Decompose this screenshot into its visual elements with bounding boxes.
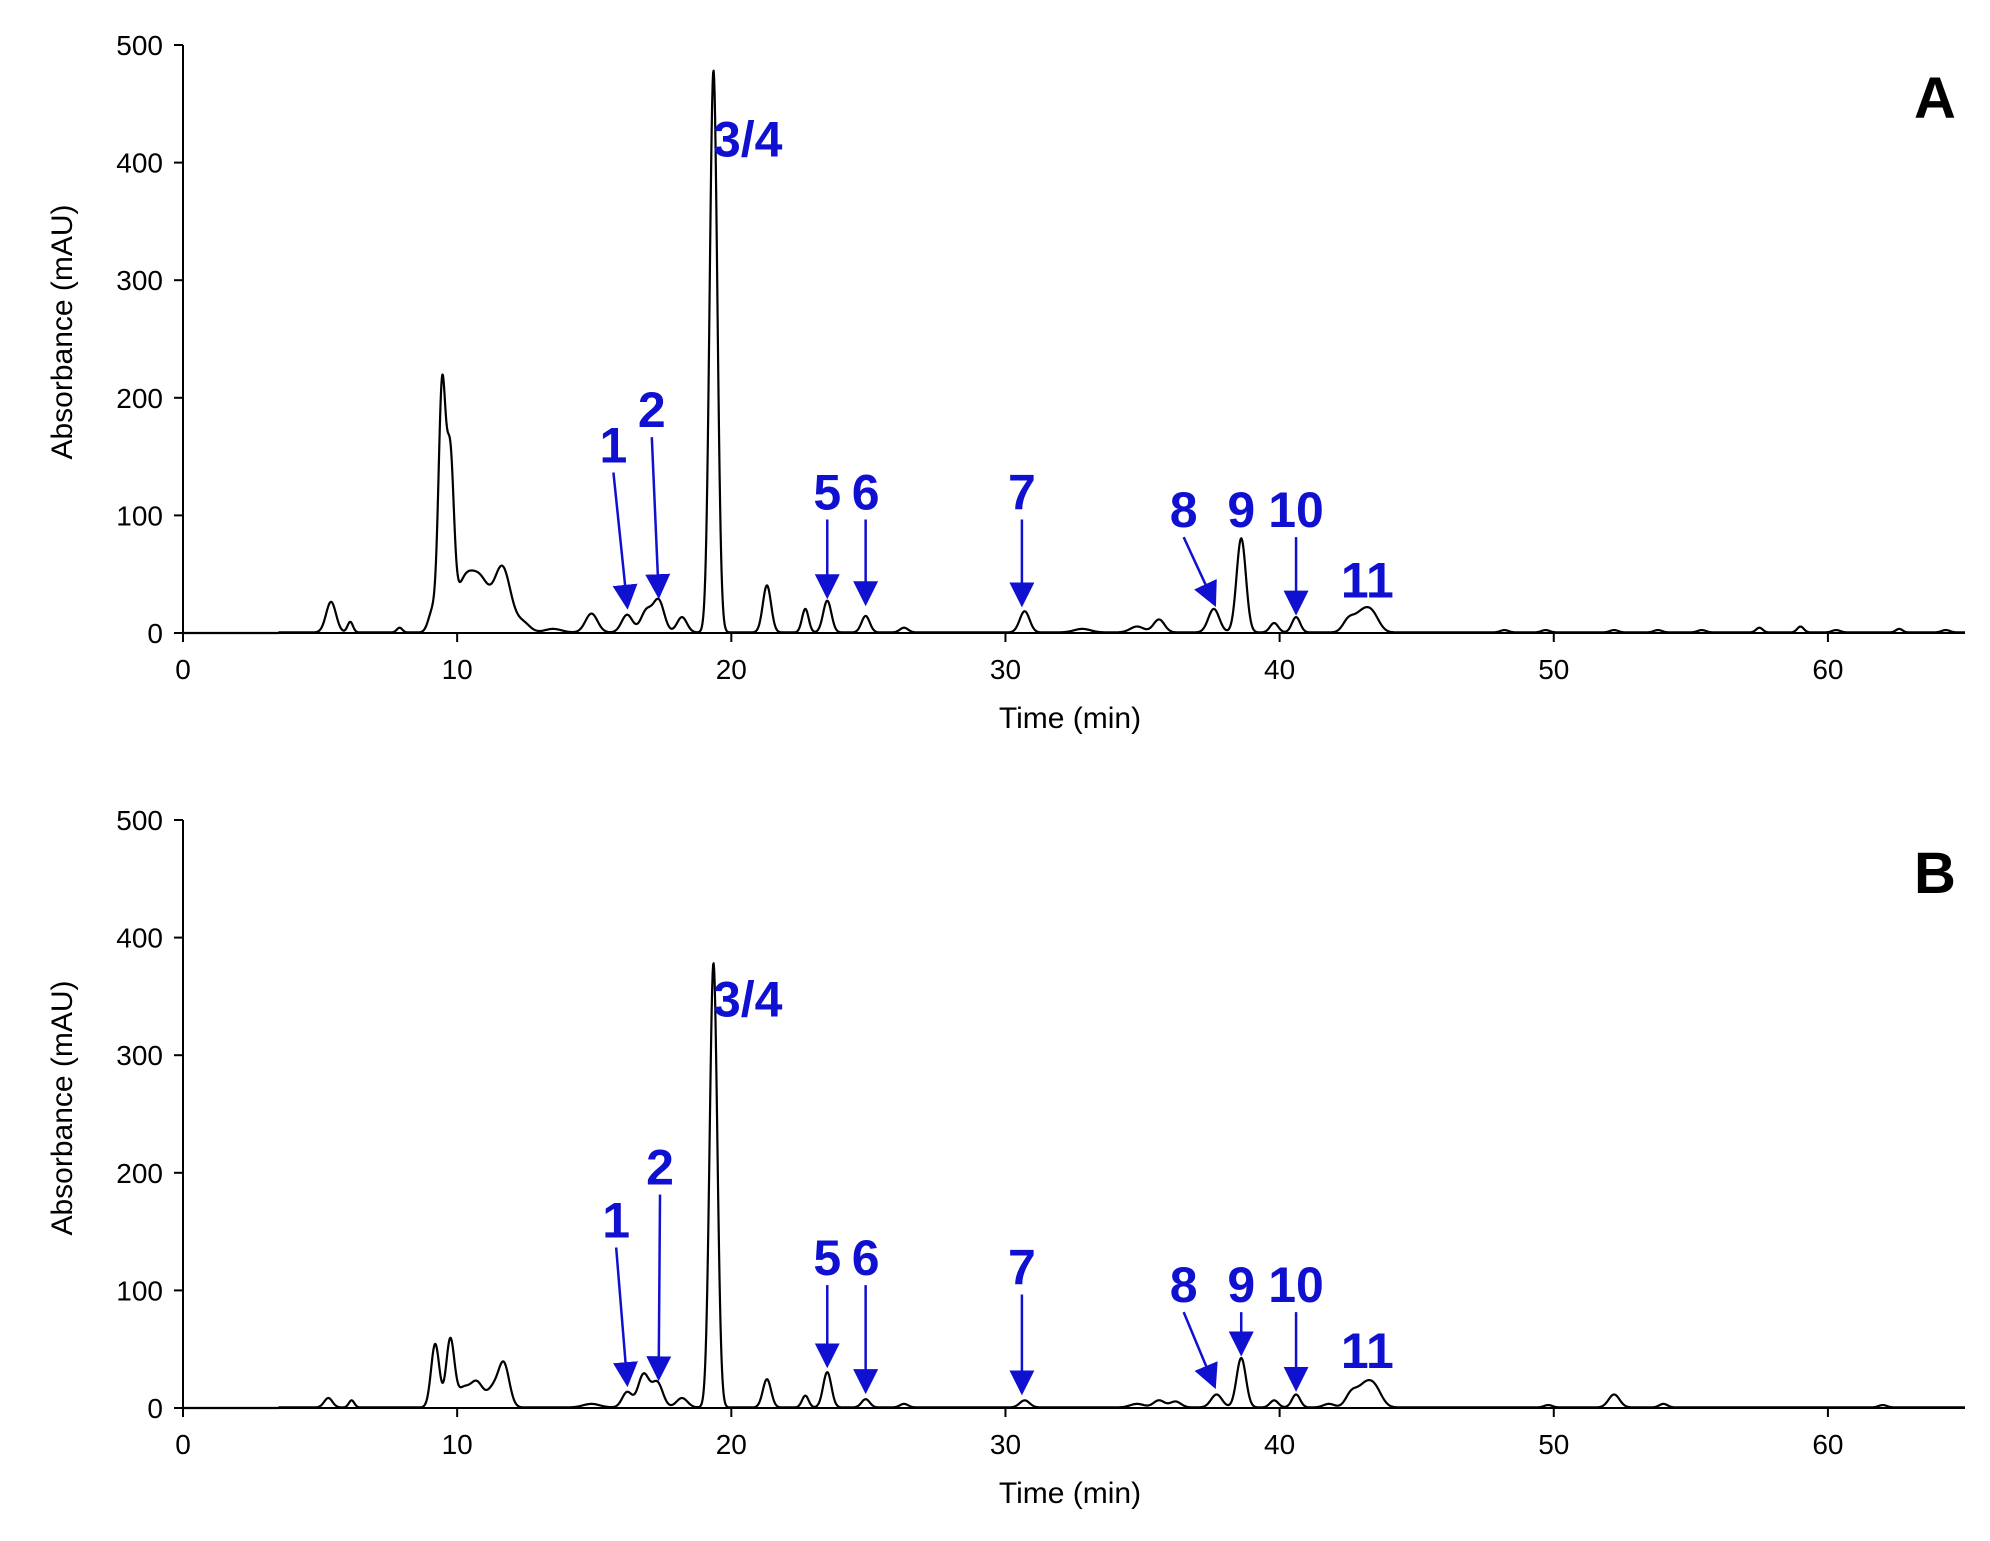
peak-label: 3/4 [713, 112, 783, 168]
y-tick-label: 400 [116, 148, 163, 179]
y-tick-label: 400 [116, 923, 163, 954]
y-tick-label: 0 [147, 1393, 163, 1424]
y-tick-label: 200 [116, 383, 163, 414]
x-tick-label: 30 [990, 1429, 1021, 1460]
panel-letter: A [1914, 66, 1956, 131]
x-tick-label: 0 [175, 654, 191, 685]
x-tick-label: 20 [716, 654, 747, 685]
x-tick-label: 60 [1812, 1429, 1843, 1460]
x-tick-label: 40 [1264, 1429, 1295, 1460]
peak-label: 10 [1268, 482, 1324, 538]
x-tick-label: 60 [1812, 654, 1843, 685]
peak-label: 11 [1341, 553, 1394, 609]
x-tick-label: 10 [442, 654, 473, 685]
peak-label: 9 [1227, 1257, 1255, 1313]
y-tick-label: 100 [116, 1275, 163, 1306]
peak-arrow [646, 1194, 672, 1382]
y-tick-label: 0 [147, 618, 163, 649]
peak-label: 6 [852, 465, 880, 521]
peak-label: 1 [602, 1192, 630, 1248]
peak-arrow [645, 437, 671, 600]
peak-label: 5 [813, 465, 841, 521]
x-tick-label: 20 [716, 1429, 747, 1460]
x-tick-label: 50 [1538, 1429, 1569, 1460]
y-axis-title: Absorbance (mAU) [46, 980, 79, 1235]
x-tick-label: 40 [1264, 654, 1295, 685]
y-tick-label: 500 [116, 30, 163, 61]
peak-arrow [1182, 1311, 1218, 1390]
chromatogram-trace [182, 69, 1966, 635]
peak-arrow [613, 1247, 638, 1388]
peak-label: 3/4 [713, 971, 783, 1027]
peak-label: 11 [1341, 1323, 1394, 1379]
peak-label: 9 [1227, 482, 1255, 538]
x-tick-label: 50 [1538, 654, 1569, 685]
peak-label: 7 [1008, 465, 1036, 521]
y-tick-label: 100 [116, 500, 163, 531]
peak-label: 8 [1170, 482, 1198, 538]
x-tick-label: 30 [990, 654, 1021, 685]
x-axis-title: Time (min) [999, 702, 1141, 735]
chromatogram-trace [182, 962, 1966, 1410]
y-tick-label: 300 [116, 1040, 163, 1071]
chromatogram-panel-b: Absorbance (mAU) Time (min) B 0100200300… [46, 805, 1966, 1510]
chromatogram-panel-a: Absorbance (mAU) Time (min) A 0100200300… [46, 30, 1966, 735]
x-axis-title: Time (min) [999, 1477, 1141, 1510]
y-tick-label: 300 [116, 265, 163, 296]
x-tick-label: 0 [175, 1429, 191, 1460]
peak-arrow [612, 472, 638, 610]
peak-label: 1 [600, 417, 628, 473]
y-axis-title: Absorbance (mAU) [46, 204, 79, 459]
peak-label: 2 [638, 382, 666, 438]
peak-label: 2 [646, 1140, 674, 1196]
peak-label: 7 [1008, 1240, 1036, 1296]
y-tick-label: 200 [116, 1158, 163, 1189]
peak-label: 6 [852, 1230, 880, 1286]
peak-label: 10 [1268, 1257, 1324, 1313]
peak-label: 8 [1170, 1257, 1198, 1313]
x-tick-label: 10 [442, 1429, 473, 1460]
y-tick-label: 500 [116, 805, 163, 836]
panel-letter: B [1914, 841, 1956, 906]
peak-arrow [1182, 536, 1217, 607]
peak-label: 5 [813, 1230, 841, 1286]
